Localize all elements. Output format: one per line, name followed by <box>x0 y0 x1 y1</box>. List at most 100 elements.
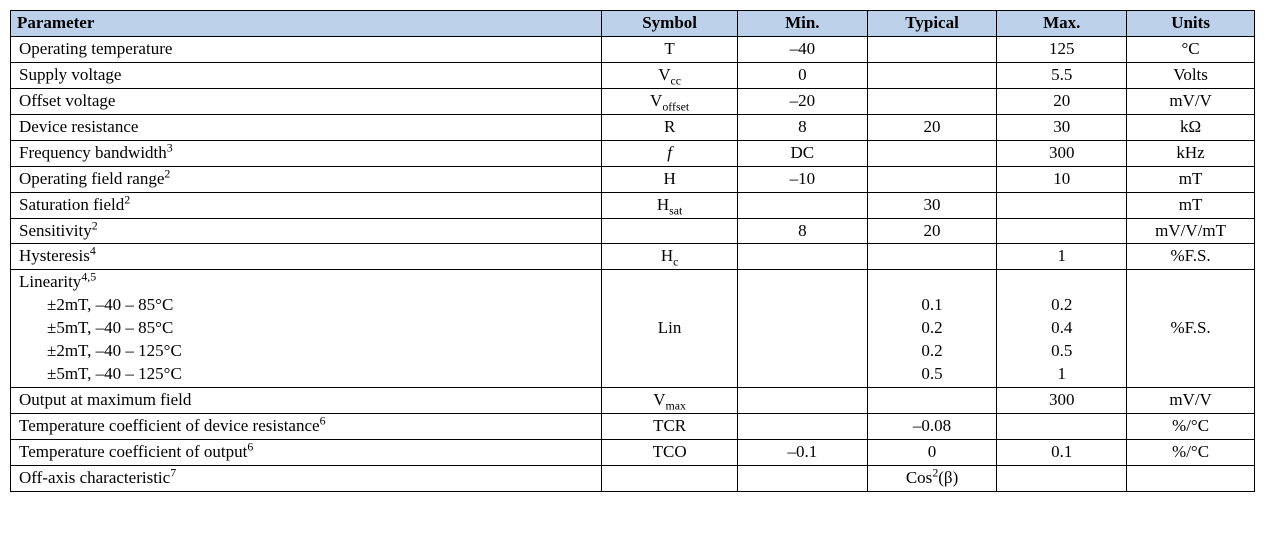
symbol-cell <box>602 218 738 244</box>
header-symbol: Symbol <box>602 11 738 37</box>
max-cell: 300 <box>997 388 1127 414</box>
table-row: Operating temperature T –40 125 °C <box>11 36 1255 62</box>
table-row: Temperature coefficient of device resist… <box>11 414 1255 440</box>
param-cell: Hysteresis4 <box>11 244 602 270</box>
min-cell: 8 <box>737 218 867 244</box>
min-cell <box>737 270 867 388</box>
table-row: Temperature coefficient of output6 TCO –… <box>11 439 1255 465</box>
max-cell <box>997 192 1127 218</box>
min-cell: –10 <box>737 166 867 192</box>
table-row: Frequency bandwidth3 f DC 300 kHz <box>11 140 1255 166</box>
max-cell <box>997 218 1127 244</box>
table-row: Off-axis characteristic7 Cos2(β) <box>11 465 1255 491</box>
min-cell: DC <box>737 140 867 166</box>
units-cell: %/°C <box>1127 439 1255 465</box>
units-cell: kΩ <box>1127 114 1255 140</box>
param-cell: Saturation field2 <box>11 192 602 218</box>
table-row: Output at maximum field Vmax 300 mV/V <box>11 388 1255 414</box>
symbol-cell: TCO <box>602 439 738 465</box>
max-cell: 20 <box>997 88 1127 114</box>
max-cell <box>997 465 1127 491</box>
max-cell: 0.2 0.4 0.5 1 <box>997 270 1127 388</box>
symbol-cell: H <box>602 166 738 192</box>
param-cell: Device resistance <box>11 114 602 140</box>
symbol-cell: Hc <box>602 244 738 270</box>
min-cell <box>737 414 867 440</box>
min-cell <box>737 244 867 270</box>
param-cell: Off-axis characteristic7 <box>11 465 602 491</box>
symbol-cell: TCR <box>602 414 738 440</box>
param-cell: Sensitivity2 <box>11 218 602 244</box>
max-cell: 0.1 <box>997 439 1127 465</box>
param-cell: Operating field range2 <box>11 166 602 192</box>
typical-cell <box>867 62 997 88</box>
units-cell: %/°C <box>1127 414 1255 440</box>
symbol-cell: Voffset <box>602 88 738 114</box>
max-cell: 300 <box>997 140 1127 166</box>
symbol-cell: f <box>602 140 738 166</box>
typical-cell <box>867 88 997 114</box>
typical-cell: 20 <box>867 114 997 140</box>
units-cell: mV/V <box>1127 88 1255 114</box>
typical-cell <box>867 166 997 192</box>
units-cell: %F.S. <box>1127 244 1255 270</box>
table-row: Hysteresis4 Hc 1 %F.S. <box>11 244 1255 270</box>
min-cell: –20 <box>737 88 867 114</box>
param-cell: Temperature coefficient of output6 <box>11 439 602 465</box>
typical-cell <box>867 140 997 166</box>
min-cell: 8 <box>737 114 867 140</box>
spec-table: Parameter Symbol Min. Typical Max. Units… <box>10 10 1255 492</box>
header-max: Max. <box>997 11 1127 37</box>
typical-cell <box>867 388 997 414</box>
table-header-row: Parameter Symbol Min. Typical Max. Units <box>11 11 1255 37</box>
table-row: Offset voltage Voffset –20 20 mV/V <box>11 88 1255 114</box>
max-cell: 1 <box>997 244 1127 270</box>
min-cell: –0.1 <box>737 439 867 465</box>
min-cell <box>737 465 867 491</box>
typical-cell: 30 <box>867 192 997 218</box>
symbol-cell <box>602 465 738 491</box>
min-cell: 0 <box>737 62 867 88</box>
units-cell: Volts <box>1127 62 1255 88</box>
param-cell: Temperature coefficient of device resist… <box>11 414 602 440</box>
typical-cell: –0.08 <box>867 414 997 440</box>
max-cell: 10 <box>997 166 1127 192</box>
param-cell: Linearity4,5 ±2mT, –40 – 85°C ±5mT, –40 … <box>11 270 602 388</box>
min-cell <box>737 388 867 414</box>
min-cell <box>737 192 867 218</box>
table-row: Saturation field2 Hsat 30 mT <box>11 192 1255 218</box>
header-units: Units <box>1127 11 1255 37</box>
max-cell: 125 <box>997 36 1127 62</box>
param-cell: Operating temperature <box>11 36 602 62</box>
max-cell: 30 <box>997 114 1127 140</box>
max-cell: 5.5 <box>997 62 1127 88</box>
param-cell: Offset voltage <box>11 88 602 114</box>
units-cell <box>1127 465 1255 491</box>
table-row: Operating field range2 H –10 10 mT <box>11 166 1255 192</box>
symbol-cell: Lin <box>602 270 738 388</box>
param-cell: Frequency bandwidth3 <box>11 140 602 166</box>
header-min: Min. <box>737 11 867 37</box>
header-typical: Typical <box>867 11 997 37</box>
symbol-cell: R <box>602 114 738 140</box>
symbol-cell: Vcc <box>602 62 738 88</box>
units-cell: %F.S. <box>1127 270 1255 388</box>
units-cell: °C <box>1127 36 1255 62</box>
units-cell: kHz <box>1127 140 1255 166</box>
table-row: Device resistance R 8 20 30 kΩ <box>11 114 1255 140</box>
table-row: Linearity4,5 ±2mT, –40 – 85°C ±5mT, –40 … <box>11 270 1255 388</box>
typical-cell <box>867 36 997 62</box>
min-cell: –40 <box>737 36 867 62</box>
param-cell: Output at maximum field <box>11 388 602 414</box>
param-cell: Supply voltage <box>11 62 602 88</box>
max-cell <box>997 414 1127 440</box>
units-cell: mT <box>1127 166 1255 192</box>
units-cell: mT <box>1127 192 1255 218</box>
header-parameter: Parameter <box>11 11 602 37</box>
units-cell: mV/V <box>1127 388 1255 414</box>
typical-cell: Cos2(β) <box>867 465 997 491</box>
typical-cell: 20 <box>867 218 997 244</box>
symbol-cell: T <box>602 36 738 62</box>
typical-cell <box>867 244 997 270</box>
symbol-cell: Vmax <box>602 388 738 414</box>
